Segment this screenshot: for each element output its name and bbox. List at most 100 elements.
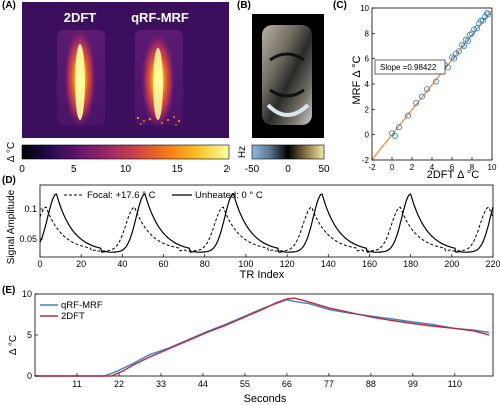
unheated-series-line [39,193,494,253]
x-tick-label: 22 [114,379,124,389]
colorbar-tick-label: 5 [71,164,77,175]
x-tick-label: 8 [470,163,475,172]
qrf-mrf-series-line [35,298,490,377]
panel-c-xlabel: 2DFT Δ °C [427,169,480,181]
scatter-point [419,93,426,100]
panel-c-label: (C) [333,0,347,11]
x-tick-label: 200 [444,259,459,269]
y-tick-label: -2 [362,156,370,165]
x-tick-label: 160 [362,259,377,269]
right-map-title: qRF-MRF [131,10,189,25]
panel-b-colorbar-ticks: -50 0 50 [245,164,330,175]
left-hotspot-core [75,44,85,120]
panel-e-label: (E) [2,285,16,296]
panel-a-label: (A) [2,0,16,11]
x-tick-label: 99 [408,379,418,389]
scatter-point [445,64,452,71]
colorbar-tick-label: -50 [245,164,260,175]
panel-b-colorbar-unit: Hz [237,146,248,158]
panel-b-colorbar [251,144,325,160]
scatter-point [484,11,491,18]
x-tick-label: 110 [448,379,462,389]
slope-annotation-box [374,59,446,75]
phase-body [262,25,312,125]
scatter-point [456,48,463,55]
y-tick-label: 2 [365,105,370,114]
x-tick-label: 0 [37,259,42,269]
panel-e-temperature-chart: 11 22 33 44 55 66 77 88 99 110 0 5 10 qRF-MRF 2DFT S… [8,290,494,405]
x-tick-label: 33 [156,379,166,389]
panel-e-ylabel: Δ °C [8,335,19,355]
scatter-point [396,124,403,131]
y-tick-label: 0 [27,371,32,381]
left-map-title: 2DFT [64,10,97,25]
right-hotspot-core [153,48,163,120]
scatter-point [424,86,431,93]
colorbar-tick-label: 0 [285,164,291,175]
panel-a-thermal-maps: 2DFT qRF-MRF Δ °C 0 5 10 15 20 [6,2,230,175]
x-tick-label: 2 [410,163,415,172]
slope-annotation: Slope =0.98422 [380,63,437,72]
scatter-point [477,17,484,24]
panel-c-ylabel: MRF Δ °C [351,55,363,104]
y-tick-label: 4 [365,80,370,89]
x-tick-label: 60 [159,259,169,269]
scatter-point [392,132,399,139]
colorbar-tick-label: 20 [223,164,230,175]
panel-d-label: (D) [2,175,16,186]
panel-a-colorbar-ticks: 0 5 10 15 20 [19,164,230,175]
legend-unheated: Unheated: 0 ° C [195,190,263,201]
panel-d-ylabel: Signal Amplitude [6,189,17,264]
legend-qrf: qRF-MRF [61,300,103,311]
dft-series-line [35,297,490,377]
x-tick-label: -2 [368,163,376,172]
panel-d-frame [39,184,494,258]
legend-focal: Focal: +17.6 ° C [87,190,156,201]
x-tick-label: 80 [200,259,210,269]
y-tick-label: 0.05 [19,234,37,244]
colorbar-tick-label: 10 [120,164,132,175]
panel-a-colorbar [21,144,230,160]
x-tick-label: 66 [282,379,292,389]
panel-d-xlabel: TR Index [240,269,285,280]
scatter-point [460,43,467,50]
x-tick-label: 140 [321,259,336,269]
x-tick-label: 11 [72,379,81,389]
scatter-point [413,100,420,107]
y-tick-label: 10 [360,4,369,13]
y-tick-label: 10 [22,290,32,299]
panel-e-xlabel: Seconds [244,393,287,405]
scatter-point [483,10,490,17]
x-tick-label: 0 [390,163,395,172]
x-tick-label: 4 [430,163,435,172]
y-tick-label: 6 [365,55,370,64]
right-noise-dots [136,116,181,126]
thermal-background [22,2,229,138]
fit-line [371,9,493,161]
x-tick-label: 10 [488,163,497,172]
panel-e-frame [34,293,494,377]
y-tick-label: 0.1 [24,204,37,214]
phase-wrap-lines [269,52,305,98]
scatter-point [473,25,480,32]
x-tick-label: 220 [485,259,500,269]
x-tick-label: 20 [76,259,86,269]
panel-c-scatter-chart: -2 0 2 4 6 8 10 -2 0 2 4 6 8 10 Slope =0.98422 2DFT Δ… [351,4,497,181]
colorbar-tick-label: 50 [318,164,330,175]
x-tick-label: 55 [240,379,250,389]
scatter-point [433,78,440,85]
panel-a-colorbar-unit: Δ °C [6,142,17,162]
x-tick-label: 77 [324,379,334,389]
legend-dft: 2DFT [61,311,85,322]
colorbar-tick-label: 0 [19,164,25,175]
panel-b-phase-map: Hz -50 0 50 [237,14,330,175]
y-tick-label: 0 [365,131,370,140]
y-tick-label: 8 [365,29,370,38]
panel-b-label: (B) [237,0,251,11]
x-tick-label: 40 [117,259,127,269]
x-tick-label: 6 [450,163,455,172]
y-tick-label: 5 [27,330,32,340]
x-tick-label: 180 [403,259,418,269]
x-tick-label: 100 [238,259,253,269]
panel-d-signal-chart: 0 20 40 60 80 100 120 140 160 180 200 220 0.05 0.1 Fo… [6,184,500,280]
